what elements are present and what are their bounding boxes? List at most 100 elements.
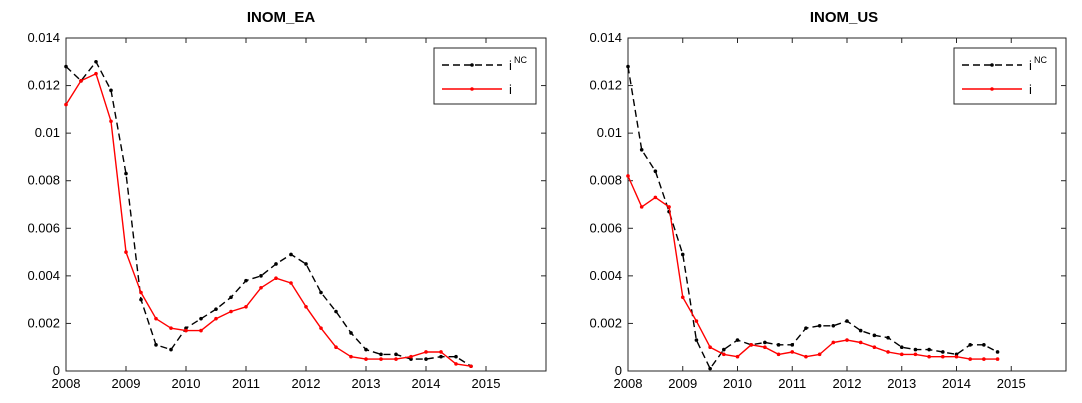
data-point: [394, 352, 398, 357]
legend-box: [433, 47, 537, 105]
chart-title: INOM_EA: [247, 9, 316, 26]
y-tick-label: 0.004: [27, 268, 60, 283]
y-tick-label: 0: [53, 363, 60, 378]
x-tick-label: 2012: [833, 376, 862, 391]
data-point: [927, 354, 931, 359]
x-tick-label: 2010: [723, 376, 752, 391]
y-tick-label: 0.01: [35, 125, 60, 140]
data-point: [409, 354, 413, 359]
x-tick-label: 2011: [232, 376, 260, 391]
data-point: [776, 343, 781, 347]
data-point: [139, 290, 143, 295]
data-point: [886, 350, 890, 354]
series-line: [65, 61, 472, 367]
legend-label: i: [509, 82, 512, 97]
data-point: [831, 324, 836, 328]
data-point: [334, 345, 338, 350]
x-tick-label: 2015: [472, 376, 501, 391]
data-point: [439, 350, 443, 354]
data-point: [364, 347, 368, 352]
data-point: [259, 285, 263, 290]
x-tick-label: 2014: [942, 376, 971, 391]
data-point: [139, 297, 143, 302]
data-point: [424, 350, 428, 354]
data-point: [626, 174, 630, 178]
data-point: [735, 354, 740, 359]
series-i-nc: [626, 64, 1000, 371]
data-point: [319, 290, 323, 295]
data-point: [913, 352, 918, 357]
data-point: [653, 169, 658, 173]
data-point: [626, 64, 630, 69]
data-point: [274, 262, 278, 266]
data-point: [319, 326, 323, 330]
series-line: [627, 175, 998, 360]
x-tick-label: 2009: [112, 376, 141, 391]
data-point: [124, 171, 128, 176]
data-point: [94, 71, 98, 76]
chart-title: INOM_US: [810, 9, 878, 26]
data-point: [439, 354, 443, 359]
series-i-nc: [64, 59, 473, 369]
data-point: [982, 343, 986, 347]
data-point: [858, 340, 863, 345]
data-point: [913, 347, 918, 352]
data-point: [109, 88, 113, 93]
data-point: [289, 252, 293, 257]
data-point: [694, 338, 699, 342]
x-tick-label: 2013: [887, 376, 916, 391]
x-tick-label: 2013: [352, 376, 381, 391]
y-tick-label: 0.01: [597, 125, 622, 140]
data-point: [694, 319, 699, 323]
data-point: [169, 326, 173, 330]
data-point: [334, 309, 338, 314]
series-i: [64, 71, 473, 369]
data-point: [735, 338, 740, 342]
legend-label: i: [509, 58, 512, 73]
data-point: [804, 354, 808, 359]
data-point: [722, 352, 726, 357]
y-tick-label: 0.012: [27, 78, 60, 93]
legend: i NCi: [433, 47, 537, 105]
data-point: [349, 331, 353, 335]
data-point: [94, 59, 98, 64]
data-point: [244, 278, 248, 283]
data-point: [79, 79, 83, 83]
x-tick-label: 2012: [292, 376, 321, 391]
data-point: [872, 333, 877, 338]
legend-label: i: [1029, 82, 1032, 97]
chart-inom-us: INOM_US 0 0.002 0.004 0.006 0.008 0.01 0.012 0.…: [589, 9, 1067, 391]
legend: i NCi: [953, 47, 1057, 105]
series-line: [627, 66, 998, 370]
legend-box: [953, 47, 1057, 105]
data-point: [184, 328, 188, 333]
data-point: [639, 147, 644, 152]
data-point: [941, 354, 945, 359]
data-point: [199, 316, 203, 321]
legend-marker: [470, 87, 474, 91]
data-point: [109, 119, 113, 124]
x-tick-label: 2009: [668, 376, 697, 391]
data-point: [364, 357, 368, 361]
y-tick-label: 0.012: [589, 78, 622, 93]
data-point: [304, 262, 308, 266]
data-point: [154, 316, 158, 321]
data-point: [667, 205, 671, 209]
data-point: [394, 357, 398, 361]
data-point: [899, 345, 904, 350]
x-tick-label: 2008: [614, 376, 643, 391]
data-point: [954, 354, 959, 359]
series-i: [626, 174, 1000, 361]
data-point: [804, 326, 808, 330]
y-tick-label: 0: [615, 363, 622, 378]
data-point: [424, 357, 428, 361]
series-line: [65, 72, 472, 367]
x-tick-label: 2014: [412, 376, 441, 391]
x-tick-label: 2011: [778, 376, 806, 391]
legend-label-superscript: NC: [514, 55, 527, 65]
data-point: [454, 354, 458, 359]
y-tick-label: 0.014: [27, 30, 60, 45]
data-point: [790, 350, 795, 354]
data-point: [454, 362, 458, 366]
